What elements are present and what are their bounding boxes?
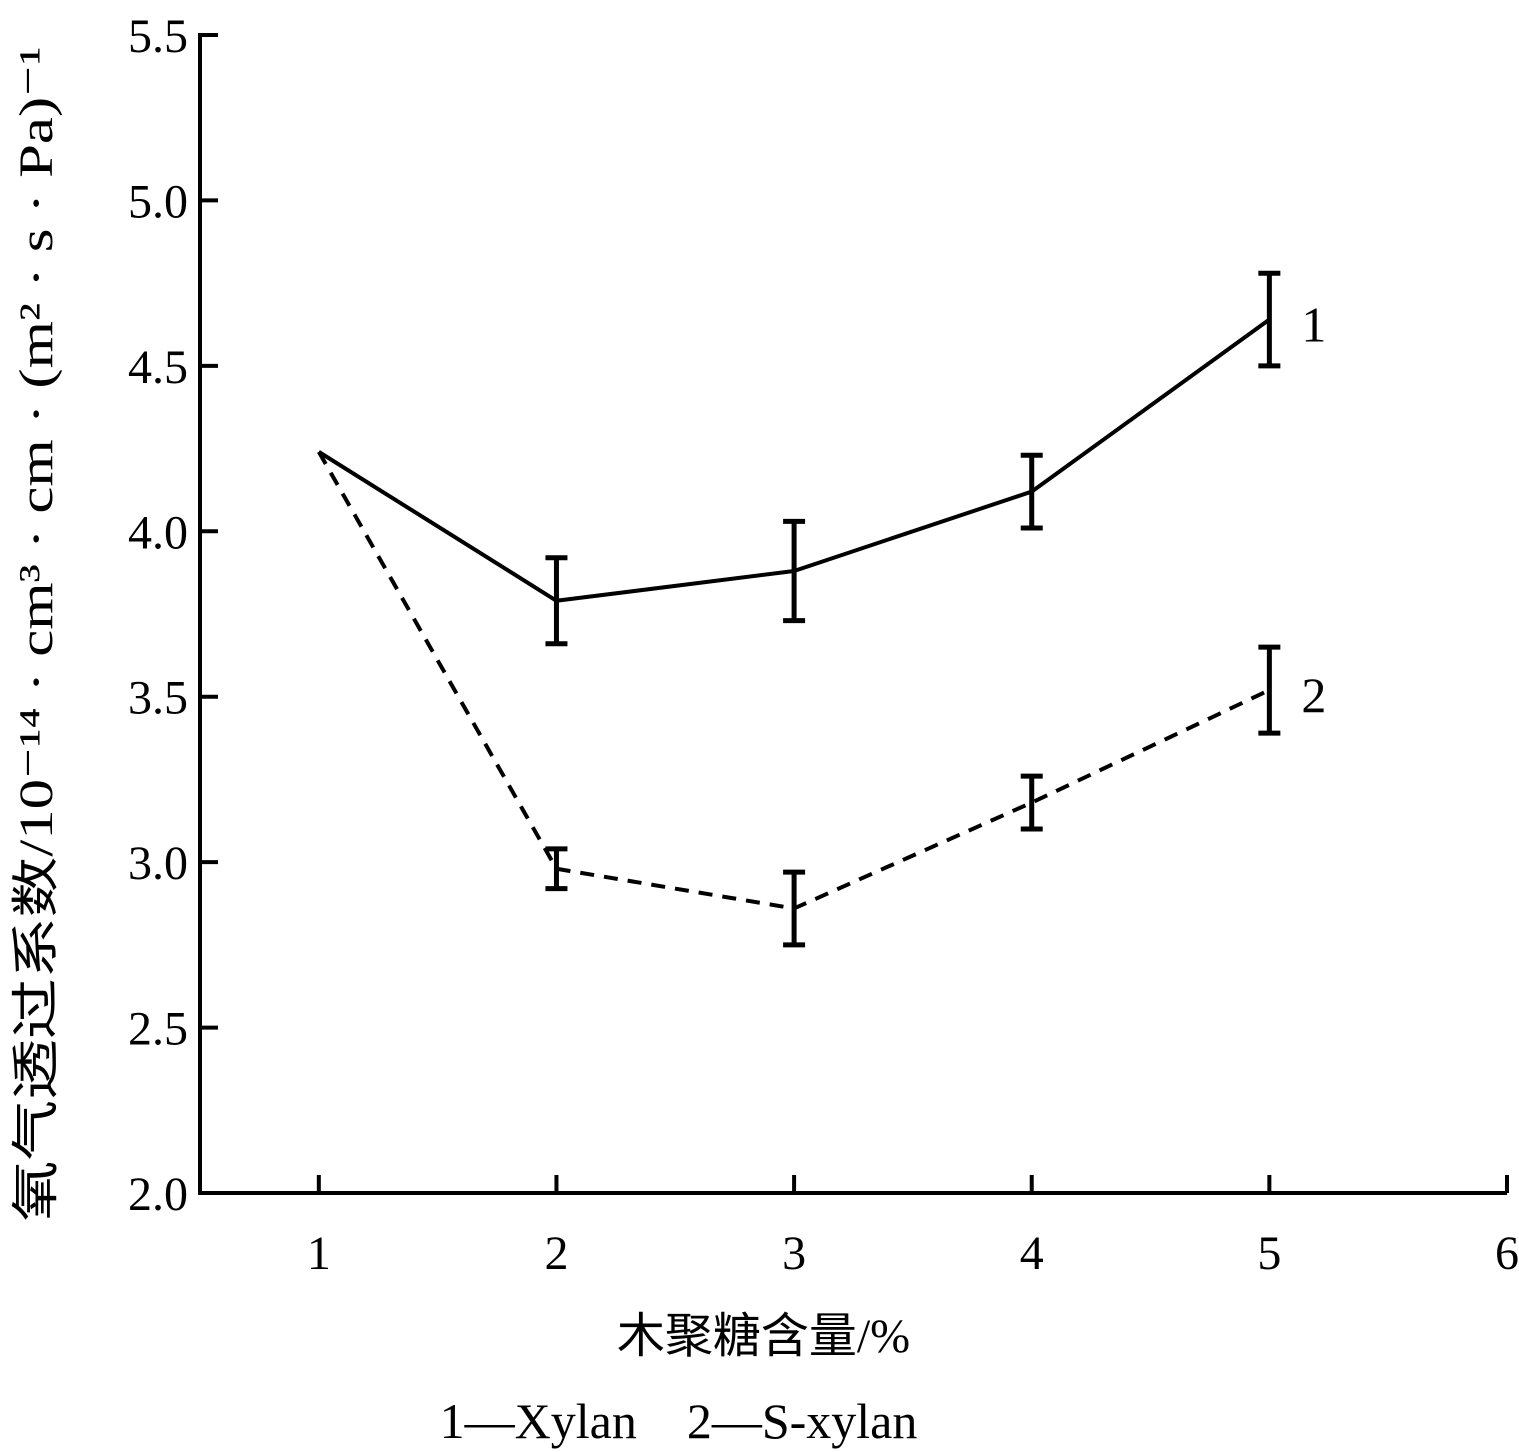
series-end-label: 1 (1301, 297, 1326, 353)
x-tick-label: 2 (544, 1227, 568, 1280)
error-bar (1258, 644, 1281, 736)
x-tick-label: 5 (1257, 1227, 1281, 1280)
x-axis-title: 木聚糖含量/% (617, 1310, 910, 1363)
y-tick-label: 4.0 (128, 506, 188, 559)
series-end-label: 2 (1301, 667, 1326, 723)
y-ticks: 2.0 2.5 3.0 3.5 4.0 4.5 5.0 5.5 (128, 10, 218, 1221)
error-bar (1020, 773, 1043, 832)
series-1: 1 (317, 270, 1326, 647)
x-ticks: 1 2 3 4 5 6 (307, 1175, 1519, 1280)
legend-caption: 1—Xylan 2—S-xylan (440, 1393, 918, 1449)
y-tick-label: 5.0 (128, 175, 188, 228)
y-tick-label: 3.0 (128, 837, 188, 890)
error-bar (545, 846, 568, 892)
series-2: 2 (317, 450, 1326, 948)
y-axis-title: 氧气透过系数/10⁻¹⁴ · cm³ · cm · (m² · s · Pa)⁻… (10, 47, 63, 1222)
x-tick-label: 3 (782, 1227, 806, 1280)
error-bar (783, 869, 806, 948)
y-tick-label: 4.5 (128, 341, 188, 394)
error-bar (1258, 270, 1281, 369)
error-bar (545, 555, 568, 647)
y-tick-label: 5.5 (128, 10, 188, 63)
x-tick-label: 4 (1020, 1227, 1044, 1280)
x-tick-label: 6 (1495, 1227, 1519, 1280)
series-layer: 12 (317, 270, 1326, 948)
x-tick-label: 1 (307, 1227, 331, 1280)
y-tick-label: 3.5 (128, 672, 188, 725)
y-tick-label: 2.5 (128, 1003, 188, 1056)
y-tick-label: 2.0 (128, 1168, 188, 1221)
error-bar (1020, 452, 1043, 531)
error-bar (783, 518, 806, 624)
